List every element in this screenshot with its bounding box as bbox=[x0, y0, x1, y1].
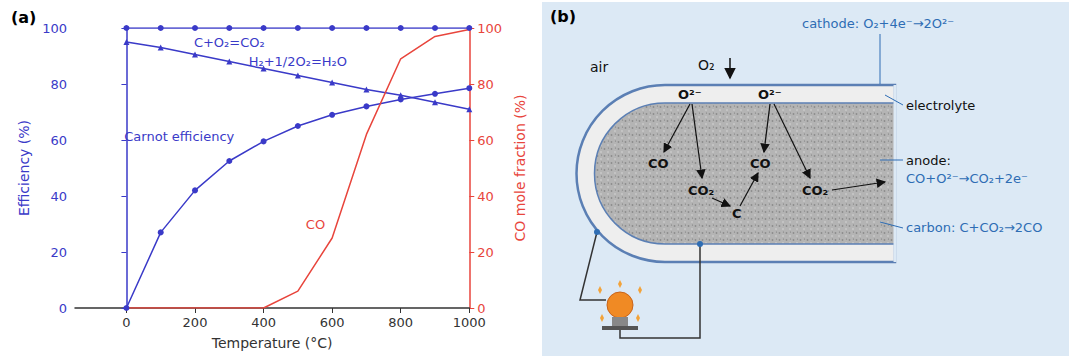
svg-text:20: 20 bbox=[477, 245, 494, 260]
svg-text:air: air bbox=[590, 59, 608, 75]
svg-text:100: 100 bbox=[477, 21, 502, 36]
svg-text:100: 100 bbox=[42, 21, 67, 36]
svg-text:Temperature (°C): Temperature (°C) bbox=[211, 335, 333, 351]
svg-text:60: 60 bbox=[477, 133, 494, 148]
svg-text:CO₂: CO₂ bbox=[688, 183, 714, 198]
svg-text:600: 600 bbox=[320, 315, 345, 330]
svg-text:(b): (b) bbox=[550, 7, 576, 26]
svg-text:CO₂: CO₂ bbox=[802, 183, 828, 198]
svg-text:80: 80 bbox=[477, 77, 494, 92]
svg-text:carbon: C+CO₂→2CO: carbon: C+CO₂→2CO bbox=[906, 220, 1042, 235]
svg-text:40: 40 bbox=[50, 189, 67, 204]
svg-text:40: 40 bbox=[477, 189, 494, 204]
svg-text:1000: 1000 bbox=[453, 315, 486, 330]
svg-text:CO: CO bbox=[750, 156, 771, 171]
svg-text:0: 0 bbox=[477, 301, 485, 316]
svg-text:C+O₂=CO₂: C+O₂=CO₂ bbox=[194, 35, 265, 50]
svg-text:cathode: O₂+4e⁻→2O²⁻: cathode: O₂+4e⁻→2O²⁻ bbox=[802, 16, 954, 31]
svg-text:(a): (a) bbox=[11, 8, 36, 27]
svg-text:O₂: O₂ bbox=[698, 57, 715, 73]
svg-text:80: 80 bbox=[50, 77, 67, 92]
svg-text:200: 200 bbox=[183, 315, 208, 330]
svg-text:electrolyte: electrolyte bbox=[906, 98, 975, 113]
svg-text:H₂+1/2O₂=H₂O: H₂+1/2O₂=H₂O bbox=[249, 54, 347, 69]
svg-text:CO: CO bbox=[648, 156, 669, 171]
svg-text:400: 400 bbox=[251, 315, 276, 330]
svg-text:CO+O²⁻→CO₂+2e⁻: CO+O²⁻→CO₂+2e⁻ bbox=[906, 171, 1028, 186]
svg-text:anode:: anode: bbox=[906, 153, 951, 168]
svg-text:60: 60 bbox=[50, 133, 67, 148]
svg-text:Carnot efficiency: Carnot efficiency bbox=[124, 129, 234, 144]
svg-text:O²⁻: O²⁻ bbox=[678, 87, 702, 102]
svg-text:CO mole fraction (%): CO mole fraction (%) bbox=[512, 95, 528, 242]
svg-text:800: 800 bbox=[388, 315, 413, 330]
svg-text:CO: CO bbox=[306, 217, 325, 232]
svg-text:0: 0 bbox=[59, 301, 67, 316]
svg-text:0: 0 bbox=[122, 315, 130, 330]
svg-text:Efficiency (%): Efficiency (%) bbox=[16, 120, 32, 216]
svg-text:O²⁻: O²⁻ bbox=[758, 87, 782, 102]
svg-text:20: 20 bbox=[50, 245, 67, 260]
svg-text:C: C bbox=[732, 206, 742, 221]
